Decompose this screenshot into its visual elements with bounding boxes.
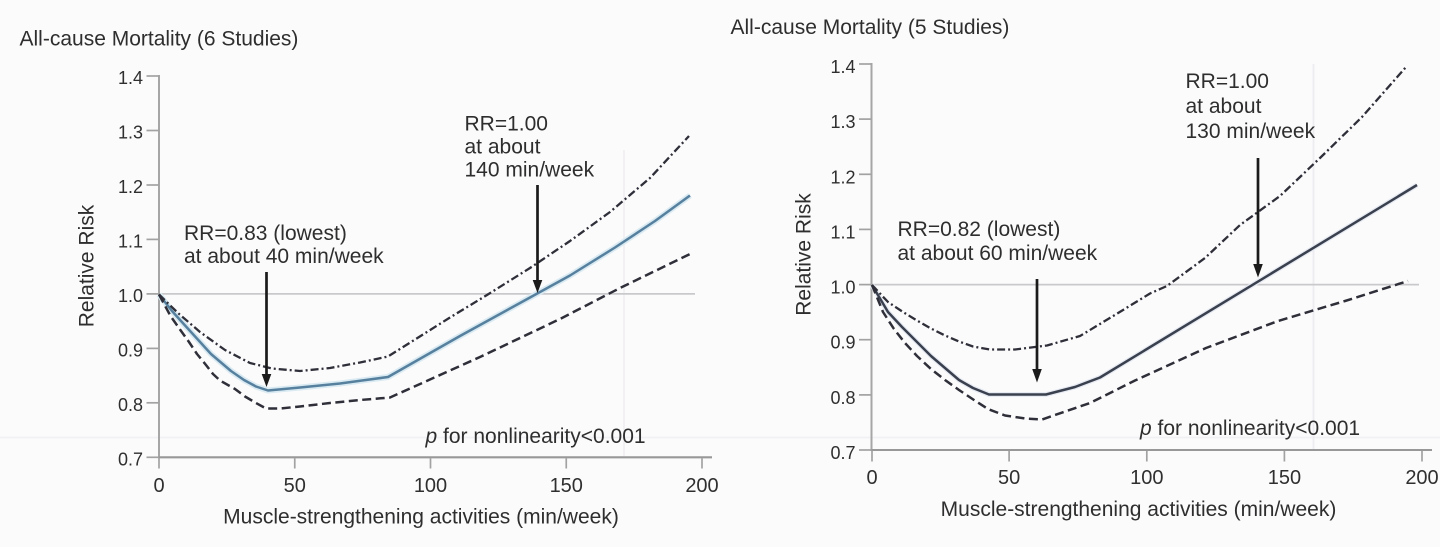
svg-text:1.2: 1.2 — [118, 177, 143, 197]
svg-text:100: 100 — [414, 475, 447, 497]
svg-text:RR=0.82 (lowest): RR=0.82 (lowest) — [898, 218, 1061, 241]
svg-text:at about: at about — [1186, 95, 1262, 118]
svg-text:0: 0 — [153, 475, 164, 497]
svg-text:150: 150 — [550, 475, 583, 497]
svg-text:200: 200 — [1405, 467, 1438, 489]
svg-text:Muscle-strengthening activitie: Muscle-strengthening activities (min/wee… — [223, 506, 619, 529]
svg-text:1.4: 1.4 — [118, 68, 143, 88]
svg-text:at about 40 min/week: at about 40 min/week — [184, 245, 384, 268]
svg-text:at about 60 min/week: at about 60 min/week — [898, 242, 1098, 265]
svg-text:RR=1.00: RR=1.00 — [1186, 70, 1269, 93]
svg-text:0.8: 0.8 — [830, 388, 855, 408]
svg-text:All-cause Mortality (5 Studies: All-cause Mortality (5 Studies) — [731, 16, 1010, 39]
svg-text:1.0: 1.0 — [118, 286, 143, 306]
svg-text:at about: at about — [465, 136, 541, 159]
svg-text:150: 150 — [1268, 467, 1301, 489]
svg-text:p for nonlinearity<0.001: p for nonlinearity<0.001 — [425, 425, 646, 448]
svg-text:Muscle-strengthening activitie: Muscle-strengthening activities (min/wee… — [941, 498, 1337, 521]
svg-text:100: 100 — [1130, 467, 1163, 489]
svg-text:1.1: 1.1 — [118, 231, 143, 251]
svg-text:RR=0.83 (lowest): RR=0.83 (lowest) — [184, 222, 347, 245]
svg-text:50: 50 — [998, 467, 1020, 489]
svg-text:All-cause Mortality (6 Studies: All-cause Mortality (6 Studies) — [20, 28, 299, 51]
svg-text:0: 0 — [866, 467, 877, 489]
svg-text:0.9: 0.9 — [830, 333, 855, 353]
svg-text:0.8: 0.8 — [118, 395, 143, 415]
svg-text:1.4: 1.4 — [830, 57, 855, 77]
svg-text:1.1: 1.1 — [830, 222, 855, 242]
svg-text:0.7: 0.7 — [118, 449, 143, 469]
svg-text:Relative Risk: Relative Risk — [76, 204, 99, 327]
svg-text:130 min/week: 130 min/week — [1186, 120, 1316, 143]
svg-text:1.3: 1.3 — [118, 123, 143, 143]
svg-text:RR=1.00: RR=1.00 — [465, 113, 548, 136]
svg-text:1.0: 1.0 — [830, 278, 855, 298]
svg-text:140 min/week: 140 min/week — [465, 159, 595, 182]
svg-text:0.7: 0.7 — [830, 443, 855, 463]
svg-text:200: 200 — [685, 475, 718, 497]
svg-text:1.3: 1.3 — [830, 112, 855, 132]
svg-text:50: 50 — [284, 475, 306, 497]
svg-text:p for nonlinearity<0.001: p for nonlinearity<0.001 — [1139, 417, 1360, 440]
svg-text:0.9: 0.9 — [118, 340, 143, 360]
svg-text:1.2: 1.2 — [830, 167, 855, 187]
svg-text:Relative Risk: Relative Risk — [793, 193, 816, 316]
